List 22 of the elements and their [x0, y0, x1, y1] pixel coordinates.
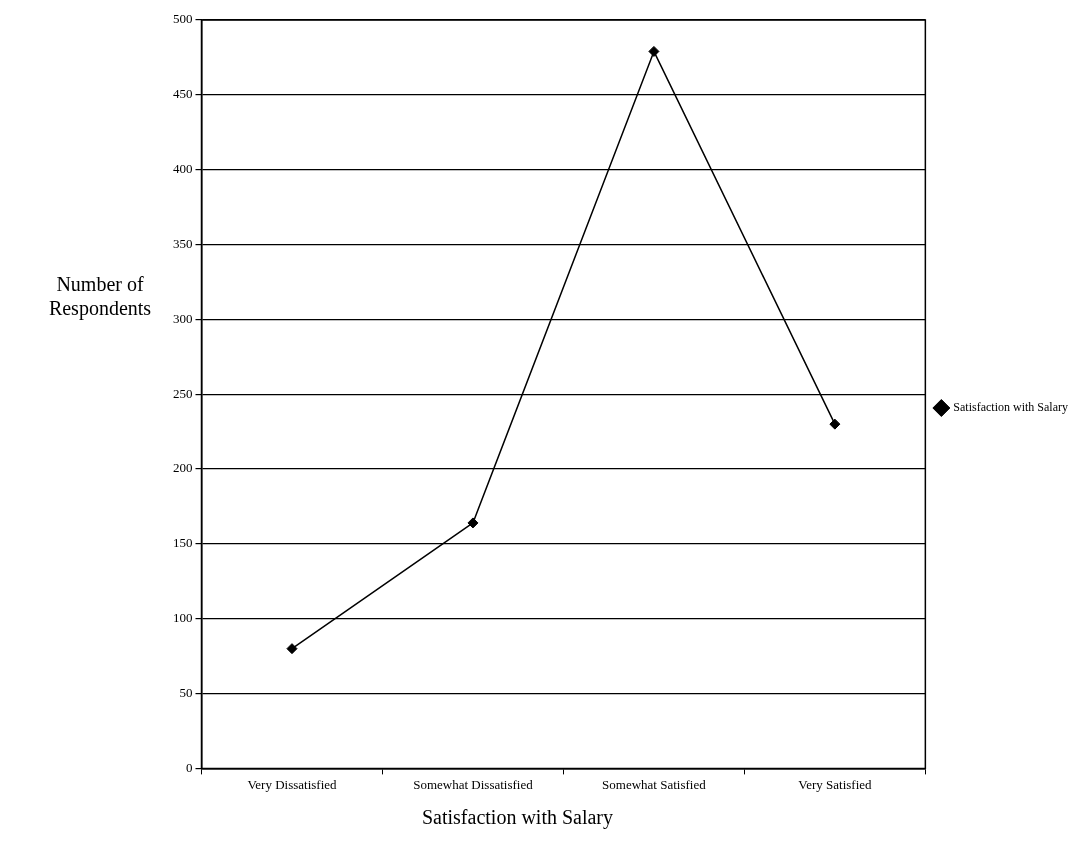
point	[467, 517, 479, 529]
y-tick-label: 150	[173, 535, 193, 551]
y-tick-label: 50	[179, 684, 193, 700]
y-tick-label: 400	[173, 161, 193, 177]
point	[829, 418, 841, 430]
y-axis-title: Number of Respondents	[48, 273, 152, 319]
x-tick-label: Very Dissatisfied	[247, 776, 338, 792]
point	[286, 643, 298, 655]
y-tick-label: 250	[173, 385, 193, 401]
y-tick-label: 0	[186, 759, 193, 775]
y-tick-label: 500	[173, 11, 193, 27]
y-tick-label: 200	[173, 460, 193, 476]
point	[648, 45, 660, 57]
y-tick-label: 450	[173, 86, 193, 102]
y-tick-label: 100	[173, 610, 193, 626]
x-tick-label: Somewhat Dissatisfied	[413, 776, 534, 792]
x-axis-title: Satisfaction with Salary	[420, 806, 615, 829]
y-tick-label: 300	[173, 310, 193, 326]
legend-label: Satisfaction with Salary	[953, 400, 1069, 415]
y-tick-label: 350	[173, 235, 193, 251]
x-tick-label: Very Satisfied	[798, 776, 873, 792]
x-tick-label: Somewhat Satisfied	[602, 776, 707, 792]
